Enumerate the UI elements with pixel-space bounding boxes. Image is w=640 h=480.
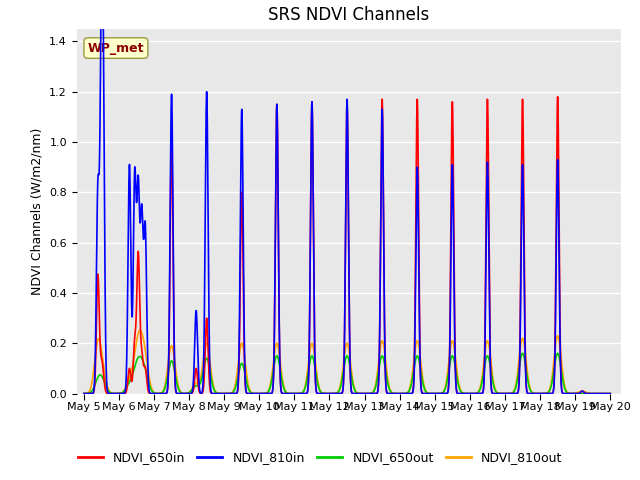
Legend: NDVI_650in, NDVI_810in, NDVI_650out, NDVI_810out: NDVI_650in, NDVI_810in, NDVI_650out, NDV… xyxy=(72,446,568,469)
Text: WP_met: WP_met xyxy=(88,42,144,55)
Title: SRS NDVI Channels: SRS NDVI Channels xyxy=(268,6,429,24)
Y-axis label: NDVI Channels (W/m2/nm): NDVI Channels (W/m2/nm) xyxy=(31,128,44,295)
